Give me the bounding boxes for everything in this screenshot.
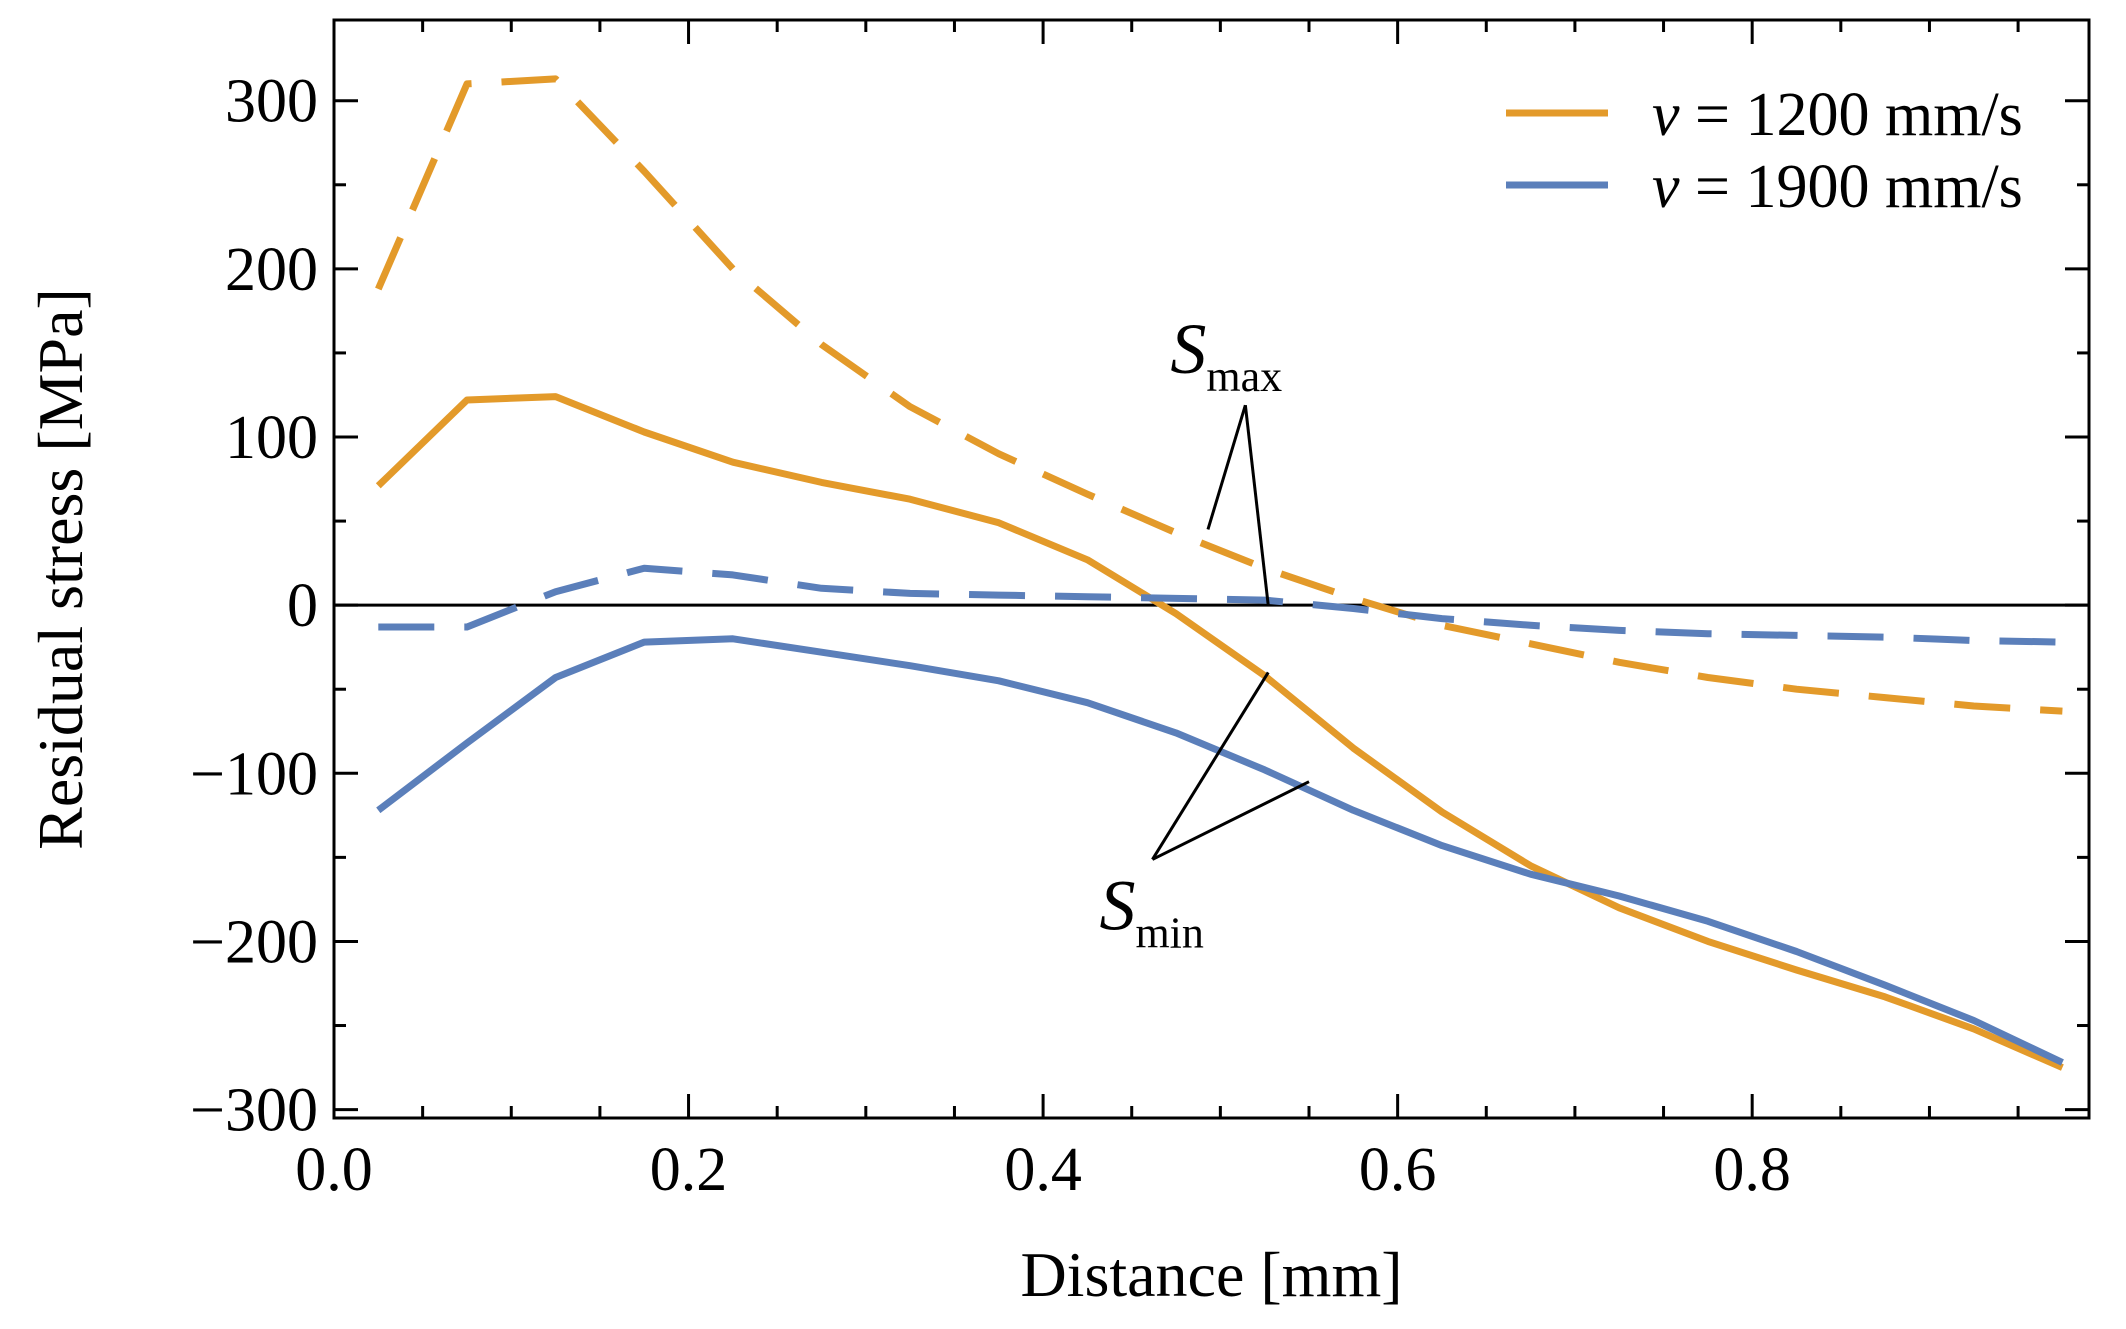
legend: v = 1200 mm/sv = 1900 mm/s — [1506, 81, 2023, 221]
x-tick-label: 0.4 — [1004, 1136, 1082, 1204]
x-tick-label: 0.2 — [650, 1136, 728, 1204]
plot-frame — [332, 18, 2091, 1120]
series-layer — [334, 75, 2089, 1071]
legend-label: v = 1900 mm/s — [1652, 153, 2023, 221]
y-tick-label: −100 — [190, 740, 318, 808]
annotation-s-min: Smin — [1099, 865, 1203, 957]
annotation-leader-line — [1243, 405, 1270, 606]
tick-layer: 0.0 0.2 0.4 0.6 0.8 300 200 100 0 −100 −200 −300 — [190, 20, 2089, 1204]
y-tick-label: 100 — [225, 404, 318, 472]
series-line-1 — [375, 75, 2063, 715]
annotation-leader-line — [1206, 404, 1247, 530]
series-line-3 — [378, 564, 2063, 646]
legend-label: v = 1200 mm/s — [1652, 81, 2023, 149]
y-tick-label: 300 — [225, 68, 318, 136]
y-tick-label: −200 — [190, 908, 318, 976]
annotation-layer: Smax Smin — [1099, 309, 1310, 957]
y-tick-label: 0 — [287, 572, 318, 640]
y-tick-label: −300 — [190, 1077, 318, 1145]
x-tick-label: 0.0 — [295, 1136, 373, 1204]
annotation-leader-line — [1151, 671, 1270, 861]
y-tick-label: 200 — [225, 236, 318, 304]
annotation-s-max: Smax — [1170, 309, 1282, 401]
plot-border — [332, 18, 2091, 1120]
x-tick-label: 0.6 — [1359, 1136, 1437, 1204]
y-axis-label: Residual stress [MPa] — [25, 288, 96, 850]
annotation-leader-line — [1151, 780, 1310, 861]
x-axis-label: Distance [mm] — [1020, 1239, 1402, 1310]
series-line-2 — [375, 393, 2064, 1071]
x-tick-label: 0.8 — [1713, 1136, 1791, 1204]
series-line-4 — [376, 635, 2064, 1066]
